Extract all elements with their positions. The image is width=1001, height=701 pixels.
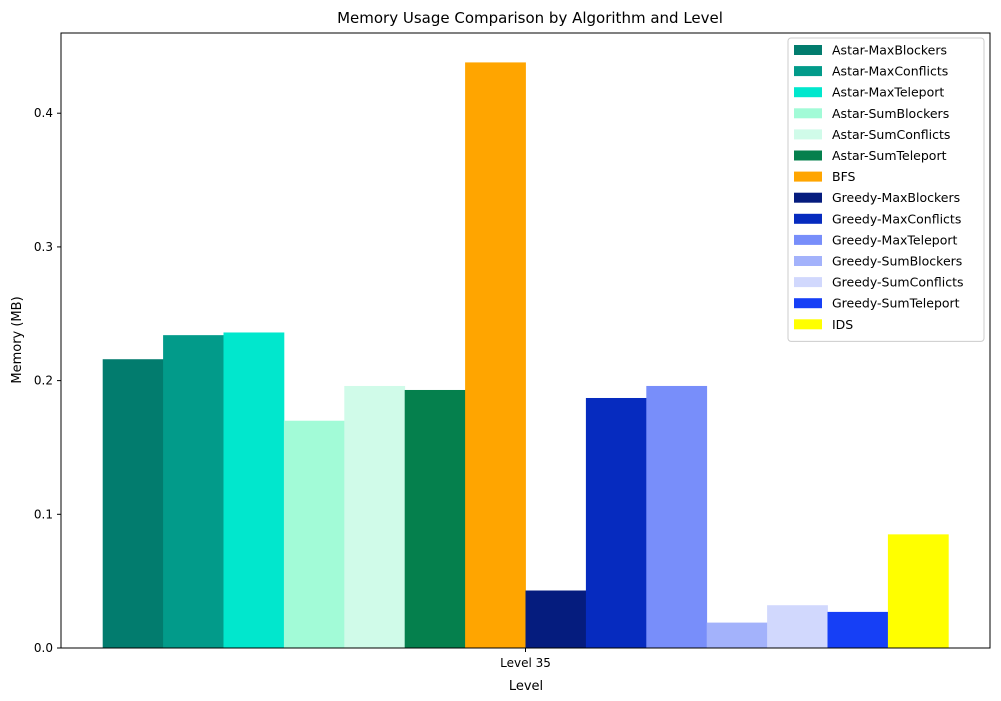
bar-astar-maxteleport <box>223 332 285 648</box>
y-tick-label: 0.1 <box>34 507 53 521</box>
legend-label: Astar-MaxBlockers <box>832 43 947 58</box>
bar-astar-sumconflicts <box>344 385 406 648</box>
y-tick-label: 0.2 <box>34 374 53 388</box>
x-axis-label: Level <box>509 679 543 694</box>
legend-swatch <box>794 171 822 182</box>
legend-label: Greedy-MaxConflicts <box>832 211 961 226</box>
legend-swatch <box>794 319 822 330</box>
bar-greedy-sumteleport <box>827 611 889 648</box>
legend-swatch <box>794 277 822 288</box>
y-axis-label: Memory (MB) <box>10 296 25 383</box>
y-tick-label: 0.0 <box>34 641 53 655</box>
legend-label: Greedy-SumConflicts <box>832 275 964 290</box>
legend-box <box>787 37 985 342</box>
legend-label: Astar-MaxConflicts <box>832 64 948 79</box>
bar-greedy-maxconflicts <box>585 397 647 648</box>
bar-greedy-maxblockers <box>525 590 587 648</box>
bar-astar-sumblockers <box>283 420 345 648</box>
legend-label: Greedy-SumBlockers <box>832 254 962 269</box>
bar-ids <box>887 534 949 648</box>
bar-astar-maxconflicts <box>163 335 224 648</box>
y-tick-label: 0.4 <box>34 106 53 120</box>
bar-bfs <box>465 62 526 649</box>
legend-label: Astar-MaxTeleport <box>832 85 944 100</box>
x-axis: Level 35 <box>500 648 551 670</box>
y-axis: 0.0 0.1 0.2 0.3 0.4 <box>34 106 61 655</box>
legend-label: Greedy-SumTeleport <box>832 296 960 311</box>
legend-swatch <box>794 298 822 309</box>
legend-swatch <box>794 192 822 203</box>
legend-label: Greedy-MaxTeleport <box>832 232 957 247</box>
legend-label: Astar-SumTeleport <box>832 148 947 163</box>
legend-swatch <box>794 87 822 98</box>
legend-label: Astar-SumConflicts <box>832 127 950 142</box>
bar-greedy-maxteleport <box>646 385 708 648</box>
legend: Astar-MaxBlockers Astar-MaxConflicts Astar… <box>787 37 985 342</box>
legend-swatch <box>794 150 822 161</box>
legend-label: IDS <box>832 317 853 332</box>
bar-greedy-sumblockers <box>706 622 768 648</box>
chart-title: Memory Usage Comparison by Algorithm and… <box>337 9 723 27</box>
bar-astar-maxblockers <box>102 359 164 648</box>
legend-swatch <box>794 108 822 119</box>
legend-swatch <box>794 45 822 55</box>
bar-astar-sumteleport <box>404 389 466 648</box>
legend-swatch <box>794 213 822 224</box>
legend-label: BFS <box>832 169 856 184</box>
legend-swatch <box>794 66 822 77</box>
legend-swatch <box>794 256 822 266</box>
bar-greedy-sumconflicts <box>767 605 828 648</box>
legend-swatch <box>794 129 822 140</box>
bars-group <box>102 62 949 649</box>
y-tick-label: 0.3 <box>34 240 53 254</box>
x-tick-label: Level 35 <box>500 656 551 670</box>
legend-label: Greedy-MaxBlockers <box>832 190 960 205</box>
legend-swatch <box>794 234 822 245</box>
legend-label: Astar-SumBlockers <box>832 106 949 121</box>
